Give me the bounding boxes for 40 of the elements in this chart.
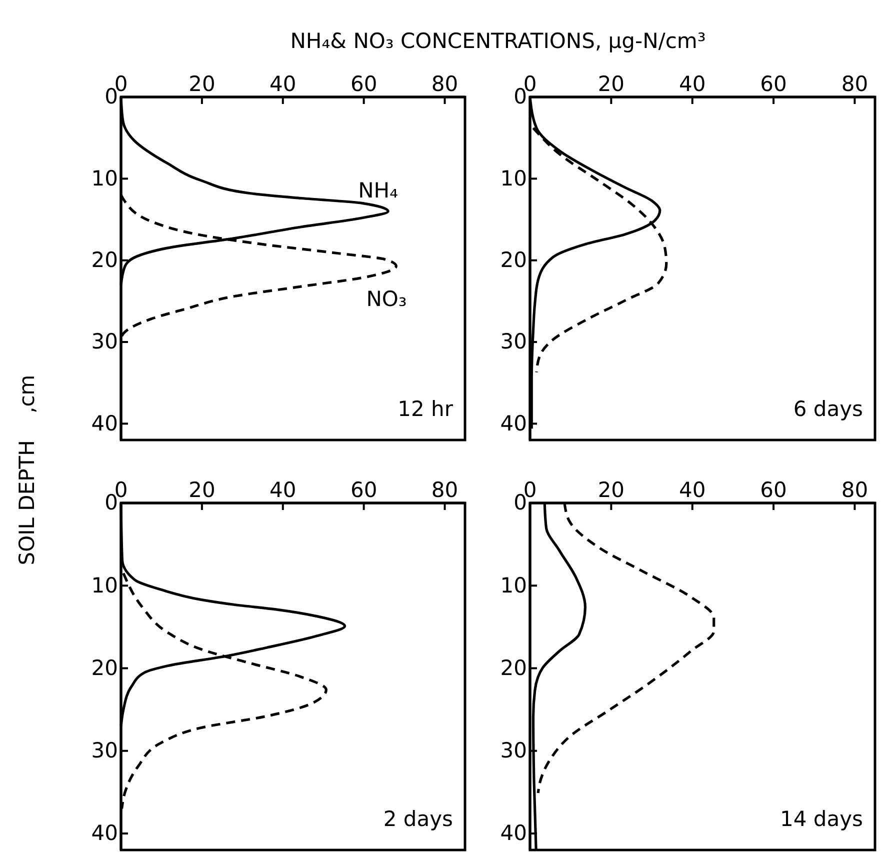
x-tick-label: 40 [270, 478, 296, 502]
y-tick-label: 30 [91, 738, 118, 763]
y-tick-label: 10 [91, 573, 118, 598]
x-tick-label: 60 [760, 72, 787, 96]
y-tick-label: 20 [91, 656, 118, 680]
x-tick-label: 20 [188, 72, 216, 96]
y-tick-label: 30 [500, 330, 527, 354]
series-label: NO₃ [366, 287, 407, 312]
y-tick-label: 40 [91, 821, 118, 846]
x-tick-label: 40 [678, 478, 706, 502]
annotation: 6 days [793, 397, 863, 421]
chart-title: NH₄& NO₃ CONCENTRATIONS, µg-N/cm³ [290, 29, 706, 53]
y-axis-title: SOIL DEPTH ,cm [15, 374, 39, 566]
y-tick-label: 40 [500, 411, 527, 436]
y-tick-label: 20 [500, 248, 527, 272]
y-tick-label: 40 [91, 411, 118, 436]
x-tick-label: 60 [350, 478, 378, 502]
y-tick-label: 40 [500, 821, 527, 846]
x-tick-label: 40 [678, 72, 706, 96]
y-tick-label: 20 [91, 248, 118, 272]
x-tick-label: 80 [841, 478, 868, 502]
x-tick-label: 60 [350, 72, 378, 96]
x-tick-label: 40 [270, 72, 296, 96]
y-tick-label: 30 [91, 330, 118, 354]
y-tick-label: 30 [500, 738, 527, 763]
x-tick-label: 80 [431, 72, 458, 96]
x-tick-label: 80 [841, 72, 868, 96]
x-tick-label: 20 [598, 72, 625, 96]
y-tick-label: 20 [500, 656, 527, 680]
series-label: NH₄ [358, 178, 398, 202]
y-tick-label: 10 [500, 166, 527, 190]
x-tick-label: 20 [598, 478, 625, 502]
annotation: 14 days [780, 807, 863, 831]
annotation: 12 hr [398, 397, 454, 421]
annotation: 2 days [383, 807, 453, 831]
x-tick-label: 20 [188, 478, 216, 502]
y-tick-label: 10 [91, 166, 118, 190]
x-tick-label: 60 [760, 478, 787, 502]
x-tick-label: 80 [431, 478, 458, 502]
y-tick-label: 10 [500, 573, 527, 598]
